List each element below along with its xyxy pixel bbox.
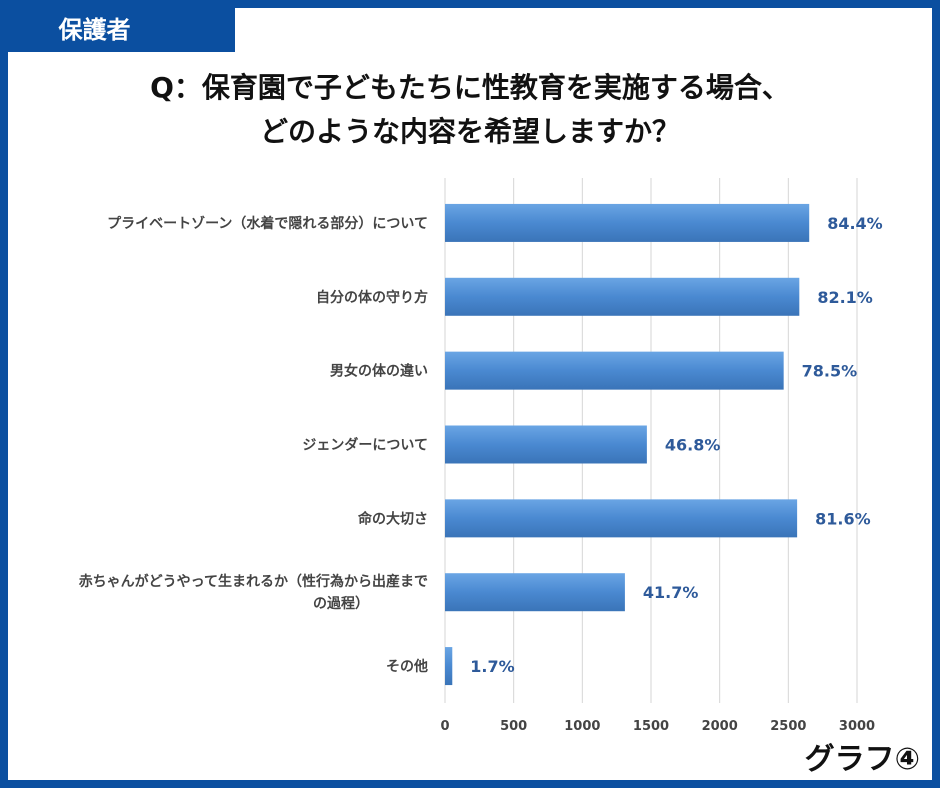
category-label: プライベートゾーン（水着で隠れる部分）について <box>107 215 428 232</box>
category-label: ジェンダーについて <box>302 437 428 454</box>
bar <box>445 203 810 242</box>
bar <box>445 499 798 538</box>
x-tick-label: 2500 <box>770 719 806 734</box>
bar-value-label: 82.1% <box>817 288 873 307</box>
x-tick-label: 1500 <box>633 719 669 734</box>
x-tick-label: 0 <box>440 719 449 734</box>
labels: 0 500 1000 1500 2000 2500 3000 84.4% プライベートゾーン（水… <box>79 214 883 734</box>
bar <box>445 573 625 612</box>
bar-value-label: 1.7% <box>470 657 514 676</box>
category-label: の過程） <box>313 596 369 612</box>
bar <box>445 647 453 686</box>
category-label: 命の大切さ <box>357 510 428 527</box>
bar-value-label: 78.5% <box>802 362 858 381</box>
x-tick-label: 500 <box>500 719 527 734</box>
title-line-1: Q：保育園で子どもたちに性教育を実施する場合、 <box>150 71 790 104</box>
bar <box>445 351 784 390</box>
bar-value-label: 81.6% <box>815 509 871 528</box>
x-tick-label: 3000 <box>839 719 875 734</box>
bar-value-label: 41.7% <box>643 583 699 602</box>
chart-frame <box>8 8 932 780</box>
category-label: 男女の体の違い <box>330 363 428 380</box>
title-line-2: どのような内容を希望しますか？ <box>259 115 680 148</box>
category-label: 赤ちゃんがどうやって生まれるか（性行為から出産まで <box>79 573 428 590</box>
x-tick-label: 2000 <box>702 719 738 734</box>
bar <box>445 277 800 316</box>
category-label: 自分の体の守り方 <box>316 289 428 306</box>
graph-number-label: グラフ④ <box>804 742 920 777</box>
x-tick-label: 1000 <box>564 719 600 734</box>
bar-value-label: 84.4% <box>827 214 883 233</box>
bars <box>445 203 810 686</box>
question-title: Q：保育園で子どもたちに性教育を実施する場合、 どのような内容を希望しますか？ <box>0 66 940 154</box>
respondent-badge: 保護者 <box>8 8 235 52</box>
bar-value-label: 46.8% <box>665 436 721 455</box>
bar <box>445 425 647 464</box>
category-label: その他 <box>386 658 428 675</box>
